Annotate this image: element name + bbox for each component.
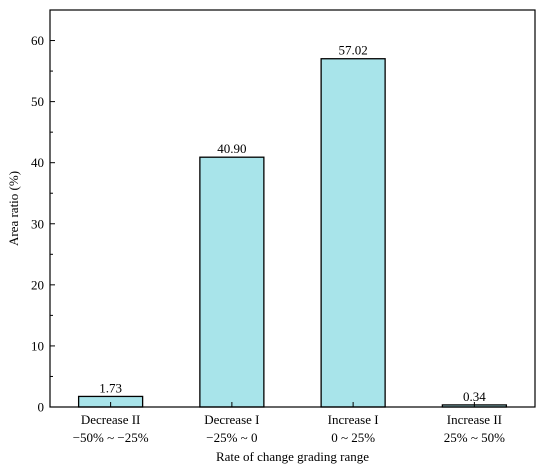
x-tick-sublabel: −50% ~ −25% — [73, 430, 149, 445]
y-tick-label: 20 — [31, 277, 44, 292]
y-tick-label: 40 — [31, 155, 44, 170]
y-axis-title: Area ratio (%) — [6, 171, 21, 246]
x-tick-label: Decrease I — [204, 412, 259, 427]
bar-value-label: 57.02 — [339, 43, 368, 58]
plot-frame — [49, 9, 536, 408]
y-tick-label: 0 — [38, 400, 45, 415]
bars-group — [77, 58, 508, 408]
x-tick-label: Decrease II — [81, 412, 141, 427]
y-tick-label: 10 — [31, 338, 44, 353]
data-labels-group: 1.73 40.90 57.02 0.34 — [99, 43, 486, 404]
x-tick-label: Increase I — [328, 412, 379, 427]
bar — [199, 156, 265, 408]
y-tick-label: 50 — [31, 94, 44, 109]
bar-value-label: 0.34 — [463, 389, 486, 404]
y-axis-ticks: 0 10 20 30 40 50 60 — [31, 33, 55, 415]
x-axis-title: Rate of change grading range — [216, 449, 369, 464]
x-tick-sublabel: −25% ~ 0 — [206, 430, 257, 445]
bar-value-label: 1.73 — [99, 380, 122, 395]
y-tick-label: 30 — [31, 216, 44, 231]
bar — [320, 58, 386, 408]
bar-value-label: 40.90 — [217, 141, 246, 156]
x-tick-label: Increase II — [447, 412, 502, 427]
x-axis-ticks: Decrease II −50% ~ −25% Decrease I −25% ~ 0… — [73, 402, 505, 445]
x-tick-sublabel: 25% ~ 50% — [444, 430, 505, 445]
x-tick-sublabel: 0 ~ 25% — [331, 430, 375, 445]
y-tick-label: 60 — [31, 33, 44, 48]
